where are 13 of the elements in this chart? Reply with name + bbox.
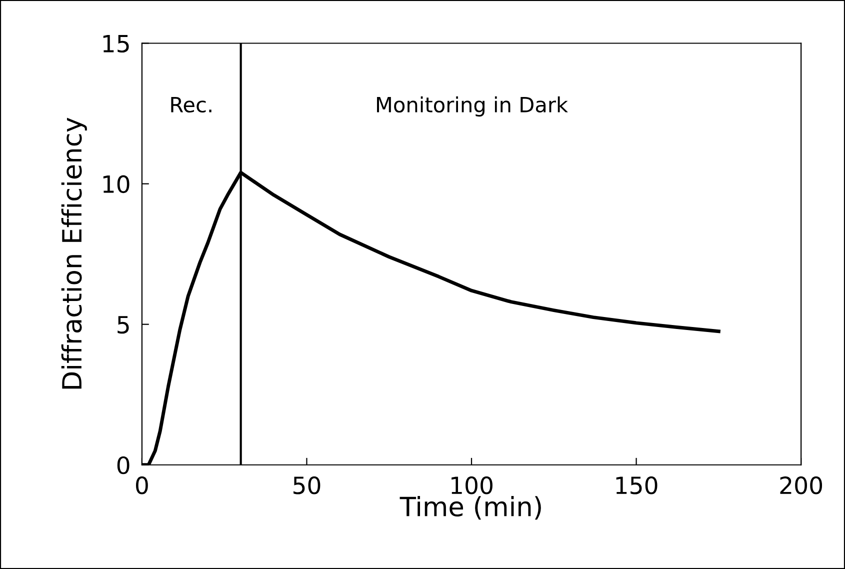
x-axis-title: Time (min) <box>400 496 541 520</box>
y-tick-label: 5 <box>118 316 129 334</box>
annotation: Rec. <box>171 97 212 113</box>
x-tick-label: 100 <box>452 476 492 494</box>
annotation: Monitoring in Dark <box>377 96 568 117</box>
x-tick-label: 0 <box>136 476 148 494</box>
x-tick-label: 200 <box>780 476 822 494</box>
x-tick-label: 150 <box>616 476 658 494</box>
y-tick-label: 10 <box>103 175 130 194</box>
y-tick-label: 0 <box>117 456 130 474</box>
y-axis-title: Diffraction Efficiency <box>61 118 87 389</box>
x-tick-label: 50 <box>294 476 320 494</box>
y-tick-label: 15 <box>103 35 129 53</box>
